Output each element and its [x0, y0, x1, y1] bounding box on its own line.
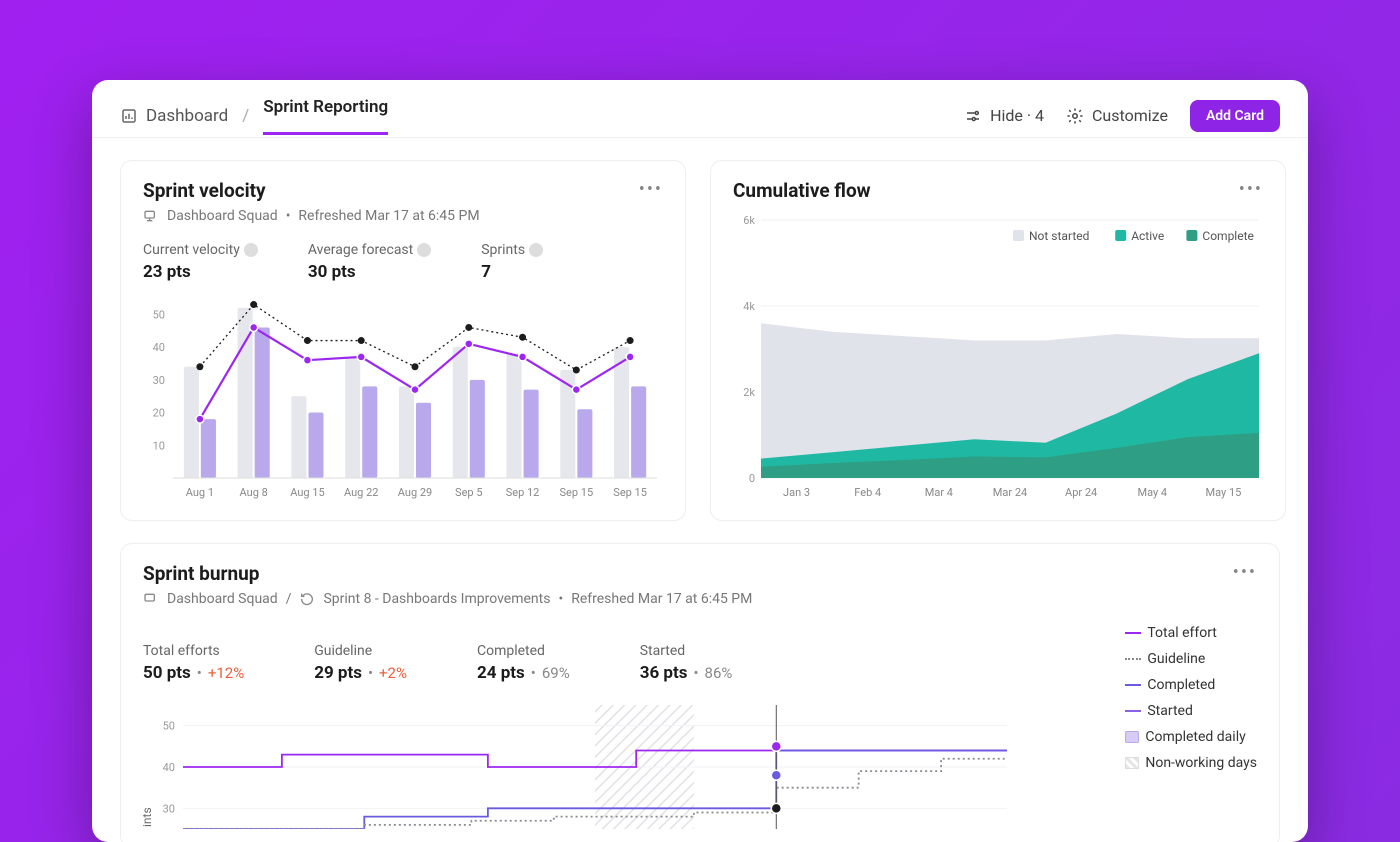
svg-text:Jan 3: Jan 3	[783, 486, 810, 499]
info-icon[interactable]	[417, 243, 431, 257]
card-more-button[interactable]: •••	[639, 179, 663, 200]
breadcrumb-root-label: Dashboard	[146, 106, 228, 126]
svg-text:ints: ints	[143, 807, 154, 827]
kpi-value: 29 pts	[314, 663, 362, 683]
app-window: Dashboard / Sprint Reporting Hide · 4 Cu…	[92, 80, 1308, 842]
kpi-label: Guideline	[314, 643, 407, 659]
breadcrumb-current[interactable]: Sprint Reporting	[263, 97, 388, 135]
meta-refreshed: Refreshed Mar 17 at 6:45 PM	[298, 208, 479, 224]
svg-text:Sep 12: Sep 12	[506, 486, 540, 499]
svg-text:Sep 15: Sep 15	[560, 486, 594, 499]
cumulative-flow-card: Cumulative flow ••• 0 2k 4k 6k Not started Ac…	[710, 160, 1286, 521]
meta-sprint: Sprint 8 - Dashboards Improvements	[323, 591, 550, 607]
svg-text:Aug 1: Aug 1	[186, 486, 214, 499]
svg-text:Sep 15: Sep 15	[613, 486, 647, 499]
svg-text:Aug 8: Aug 8	[240, 486, 268, 499]
kpi-label: Current velocity	[143, 242, 240, 258]
cumulative-chart: 0 2k 4k 6k Not started Active Complete Jan 3 Feb…	[733, 212, 1263, 502]
svg-text:0: 0	[749, 472, 755, 485]
svg-text:10: 10	[153, 439, 165, 452]
svg-text:Complete: Complete	[1202, 229, 1254, 243]
svg-text:50: 50	[153, 308, 165, 321]
burnup-chart: 30 40 50 ints	[143, 699, 1055, 829]
svg-text:30: 30	[153, 374, 165, 387]
velocity-chart: 10 20 30 40 50 Aug 1 Aug 8 Aug 15 Aug 22 Aug 29 Se…	[143, 292, 663, 502]
info-icon[interactable]	[244, 243, 258, 257]
legend-label: Completed	[1147, 677, 1215, 693]
card-meta: Dashboard Squad / Sprint 8 - Dashboards …	[143, 591, 752, 607]
squad-icon	[143, 591, 159, 607]
sliders-icon	[964, 107, 982, 125]
kpi-pct: 86%	[705, 664, 733, 682]
customize-label: Customize	[1092, 106, 1168, 125]
breadcrumb: Dashboard / Sprint Reporting	[120, 97, 388, 135]
kpi-label: Total efforts	[143, 643, 244, 659]
dashboard-body: Sprint velocity Dashboard Squad • Refres…	[92, 138, 1308, 842]
sprint-icon	[299, 591, 315, 607]
hide-label: Hide · 4	[990, 106, 1044, 125]
legend-label: Total effort	[1147, 625, 1217, 641]
svg-text:May 4: May 4	[1137, 486, 1167, 499]
info-icon[interactable]	[529, 243, 543, 257]
customize-button[interactable]: Customize	[1066, 106, 1168, 125]
kpi-value: 30 pts	[308, 262, 431, 282]
breadcrumb-root[interactable]: Dashboard	[120, 106, 228, 126]
svg-text:Feb 4: Feb 4	[854, 486, 881, 499]
kpi-pct: 69%	[542, 664, 570, 682]
svg-text:Not started: Not started	[1029, 229, 1089, 243]
svg-text:2k: 2k	[743, 386, 755, 399]
kpi-value: 36 pts	[640, 663, 688, 683]
header-actions: Hide · 4 Customize Add Card	[964, 100, 1280, 132]
kpi-label: Completed	[477, 643, 570, 659]
burnup-legend: Total effort Guideline Completed Started…	[1095, 625, 1257, 829]
header: Dashboard / Sprint Reporting Hide · 4 Cu…	[92, 80, 1308, 138]
card-title: Cumulative flow	[733, 179, 871, 202]
breadcrumb-separator: /	[242, 106, 249, 126]
kpi-label: Average forecast	[308, 242, 413, 258]
meta-squad: Dashboard Squad	[167, 591, 278, 607]
kpi-value: 7	[481, 262, 543, 282]
kpi-value: 23 pts	[143, 262, 258, 282]
legend-label: Started	[1147, 703, 1193, 719]
svg-text:Aug 22: Aug 22	[344, 486, 378, 499]
meta-squad: Dashboard Squad	[167, 208, 278, 224]
legend-label: Guideline	[1147, 651, 1205, 667]
gear-icon	[1066, 107, 1084, 125]
card-meta: Dashboard Squad • Refreshed Mar 17 at 6:…	[143, 208, 480, 224]
squad-icon	[143, 208, 159, 224]
card-more-button[interactable]: •••	[1239, 179, 1263, 200]
legend-label: Non-working days	[1145, 755, 1257, 771]
dashboard-icon	[120, 107, 138, 125]
card-title: Sprint velocity	[143, 179, 480, 202]
card-title: Sprint burnup	[143, 562, 752, 585]
svg-text:Aug 15: Aug 15	[290, 486, 324, 499]
svg-text:20: 20	[153, 407, 165, 420]
svg-text:6k: 6k	[743, 214, 755, 227]
svg-text:40: 40	[163, 761, 175, 774]
svg-text:Apr 24: Apr 24	[1065, 486, 1097, 499]
kpi-value: 24 pts	[477, 663, 525, 683]
add-card-button[interactable]: Add Card	[1190, 100, 1280, 132]
svg-text:Aug 29: Aug 29	[398, 486, 432, 499]
svg-text:Mar 24: Mar 24	[993, 486, 1027, 499]
kpi-label: Started	[640, 643, 733, 659]
sprint-velocity-card: Sprint velocity Dashboard Squad • Refres…	[120, 160, 686, 521]
legend-label: Completed daily	[1145, 729, 1245, 745]
kpi-label: Sprints	[481, 242, 525, 258]
sprint-burnup-card: Sprint burnup Dashboard Squad / Sprint 8…	[120, 543, 1280, 842]
svg-text:50: 50	[163, 720, 175, 733]
svg-text:40: 40	[153, 341, 165, 354]
kpi-value: 50 pts	[143, 663, 191, 683]
svg-text:4k: 4k	[743, 300, 755, 313]
svg-text:Active: Active	[1131, 229, 1164, 243]
svg-text:Mar 4: Mar 4	[925, 486, 953, 499]
kpi-delta: +2%	[379, 664, 407, 682]
kpi-delta: +12%	[208, 664, 244, 682]
hide-button[interactable]: Hide · 4	[964, 106, 1044, 125]
svg-text:30: 30	[163, 802, 175, 815]
svg-text:Sep 5: Sep 5	[455, 486, 482, 499]
svg-text:May 15: May 15	[1206, 486, 1242, 499]
meta-refreshed: Refreshed Mar 17 at 6:45 PM	[571, 591, 752, 607]
card-more-button[interactable]: •••	[1233, 562, 1257, 583]
